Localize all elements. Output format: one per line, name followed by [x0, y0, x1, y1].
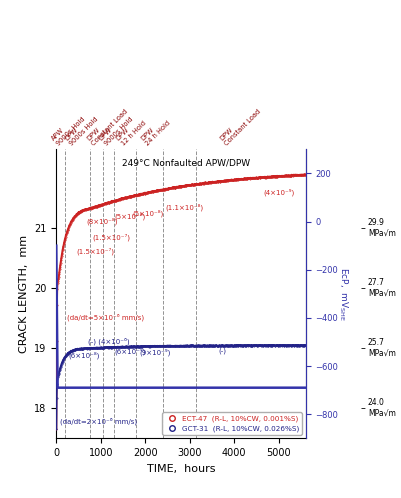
Text: (9×10⁻⁹): (9×10⁻⁹)	[139, 349, 170, 357]
Text: (4×10⁻⁹): (4×10⁻⁹)	[263, 188, 294, 196]
Text: (-): (-)	[218, 348, 226, 354]
Text: –: –	[360, 403, 365, 413]
Text: DPW
24 h Hold: DPW 24 h Hold	[139, 115, 171, 147]
Text: (6×10⁻⁸): (6×10⁻⁸)	[68, 351, 99, 359]
Text: 27.7
MPa√m: 27.7 MPa√m	[367, 278, 395, 297]
Text: (-) (4×10⁻⁶): (-) (4×10⁻⁶)	[88, 338, 130, 345]
Text: (1.5×10⁻⁷): (1.5×10⁻⁷)	[93, 234, 130, 241]
Text: 29.9
MPa√m: 29.9 MPa√m	[367, 218, 395, 238]
Text: DPW
Constant Load: DPW Constant Load	[218, 104, 261, 147]
Text: (5×10⁻⁸): (5×10⁻⁸)	[132, 209, 163, 217]
X-axis label: TIME,  hours: TIME, hours	[146, 464, 215, 474]
Text: (5×10⁻⁸): (5×10⁻⁸)	[114, 213, 145, 221]
Text: (da/dt=5×10⁻⁶ mm/s): (da/dt=5×10⁻⁶ mm/s)	[66, 313, 143, 321]
Text: –: –	[360, 223, 365, 233]
Text: 24.0
MPa√m: 24.0 MPa√m	[367, 398, 395, 418]
Text: –: –	[360, 343, 365, 353]
Text: DPW
12 h Hold: DPW 12 h Hold	[115, 115, 147, 147]
Text: DPW
Constant Load: DPW Constant Load	[85, 104, 129, 147]
Text: DPW
9000s Hold: DPW 9000s Hold	[98, 111, 134, 147]
Text: 249°C Nonfaulted APW/DPW: 249°C Nonfaulted APW/DPW	[122, 158, 249, 167]
Text: 25.7
MPa√m: 25.7 MPa√m	[367, 338, 395, 358]
Text: –: –	[360, 283, 365, 293]
Text: APW
9000s Hold: APW 9000s Hold	[50, 111, 86, 147]
Y-axis label: EcP,  mV$_{\mathrm{SHE}}$: EcP, mV$_{\mathrm{SHE}}$	[336, 267, 348, 321]
Text: (1.5×10⁻⁷): (1.5×10⁻⁷)	[76, 247, 114, 254]
Legend: ECT-47  (R-L, 10%CW, 0.001%S), GCT-31  (R-L, 10%CW, 0.026%S): ECT-47 (R-L, 10%CW, 0.001%S), GCT-31 (R-…	[162, 412, 301, 435]
Y-axis label: CRACK LENGTH,  mm: CRACK LENGTH, mm	[18, 235, 28, 353]
Text: (1.1×10⁻⁸): (1.1×10⁻⁸)	[165, 203, 203, 211]
Text: DPW
9000s Hold: DPW 9000s Hold	[64, 111, 99, 147]
Text: (8×10⁻⁸): (8×10⁻⁸)	[86, 218, 117, 225]
Text: (da/dt=2×10⁻⁶ mm/s): (da/dt=2×10⁻⁶ mm/s)	[60, 417, 137, 425]
Text: (6×10⁻⁹): (6×10⁻⁹)	[114, 348, 146, 355]
